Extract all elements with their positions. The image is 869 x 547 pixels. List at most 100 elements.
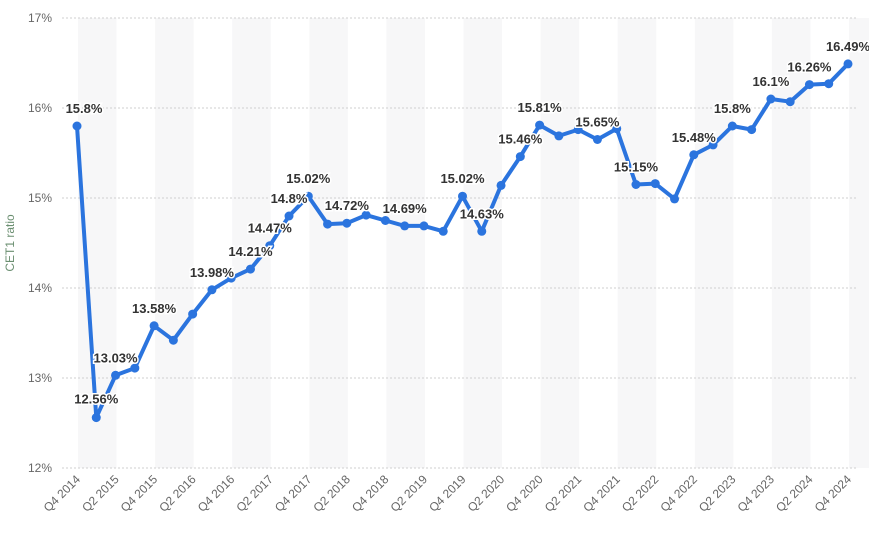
data-label: 15.02% bbox=[286, 171, 331, 186]
data-point bbox=[303, 191, 313, 201]
y-tick-label: 17% bbox=[28, 11, 52, 25]
y-tick-label: 14% bbox=[28, 281, 52, 295]
data-point bbox=[554, 131, 564, 141]
data-label: 14.8% bbox=[271, 191, 308, 206]
data-point bbox=[496, 180, 506, 190]
data-point bbox=[843, 59, 853, 69]
x-tick-label: Q2 2023 bbox=[696, 472, 739, 515]
data-point bbox=[188, 309, 198, 319]
x-tick-label: Q4 2021 bbox=[580, 472, 623, 515]
data-label: 14.47% bbox=[248, 221, 293, 236]
data-point bbox=[824, 79, 834, 89]
data-label: 14.69% bbox=[383, 201, 428, 216]
data-point bbox=[342, 218, 352, 228]
data-label: 15.8% bbox=[66, 101, 103, 116]
data-point bbox=[72, 121, 82, 131]
data-label: 16.49% bbox=[826, 39, 869, 54]
background-band bbox=[386, 18, 425, 468]
data-label: 15.48% bbox=[672, 130, 717, 145]
x-tick-label: Q2 2018 bbox=[311, 472, 354, 515]
data-point bbox=[785, 97, 795, 107]
data-point bbox=[380, 216, 390, 225]
background-band bbox=[771, 18, 811, 468]
data-label: 15.81% bbox=[518, 100, 563, 115]
data-label: 14.63% bbox=[460, 206, 505, 221]
data-label: 13.58% bbox=[132, 301, 177, 316]
data-point bbox=[207, 285, 217, 295]
background-band bbox=[617, 18, 657, 468]
data-label: 12.56% bbox=[74, 392, 119, 407]
data-point bbox=[323, 219, 333, 229]
x-tick-label: Q2 2021 bbox=[542, 472, 585, 515]
data-label: 13.98% bbox=[190, 265, 235, 280]
data-label: 15.15% bbox=[614, 160, 659, 175]
data-point bbox=[245, 264, 255, 274]
data-point bbox=[91, 413, 101, 423]
data-label: 13.03% bbox=[94, 350, 139, 365]
data-label: 14.72% bbox=[325, 198, 370, 213]
x-tick-label: Q2 2017 bbox=[233, 472, 276, 515]
data-point bbox=[284, 211, 294, 221]
x-tick-label: Q4 2014 bbox=[41, 472, 84, 515]
data-point bbox=[477, 226, 487, 236]
background-band bbox=[849, 18, 869, 468]
background-band bbox=[463, 18, 503, 468]
data-point bbox=[727, 121, 737, 131]
data-point bbox=[689, 150, 699, 160]
x-tick-label: Q4 2015 bbox=[118, 472, 161, 515]
data-point bbox=[515, 152, 525, 162]
x-tick-label: Q2 2020 bbox=[465, 472, 508, 515]
x-tick-label: Q4 2019 bbox=[426, 472, 469, 515]
y-tick-label: 15% bbox=[28, 191, 52, 205]
data-label: 16.26% bbox=[787, 60, 832, 75]
data-point bbox=[592, 135, 602, 144]
data-point bbox=[130, 363, 140, 373]
x-tick-label: Q4 2022 bbox=[657, 472, 700, 515]
data-label: 15.46% bbox=[498, 132, 543, 147]
y-tick-label: 16% bbox=[28, 101, 52, 115]
x-tick-label: Q4 2017 bbox=[272, 472, 315, 515]
data-point bbox=[265, 241, 275, 251]
background-band bbox=[155, 18, 194, 468]
background-band bbox=[540, 18, 580, 468]
data-point bbox=[438, 226, 448, 236]
background-band bbox=[232, 18, 271, 468]
data-point bbox=[766, 94, 776, 104]
data-label: 15.02% bbox=[440, 171, 485, 186]
x-tick-label: Q4 2020 bbox=[503, 472, 546, 515]
background-band bbox=[694, 18, 734, 468]
data-label: 15.65% bbox=[575, 115, 620, 130]
x-tick-label: Q4 2018 bbox=[349, 472, 392, 515]
data-point bbox=[226, 273, 236, 283]
x-tick-label: Q2 2016 bbox=[156, 472, 199, 515]
data-point bbox=[168, 335, 178, 345]
y-tick-label: 13% bbox=[28, 371, 52, 385]
data-label: 16.1% bbox=[752, 74, 789, 89]
x-tick-label: Q2 2024 bbox=[773, 472, 816, 515]
data-point bbox=[804, 80, 814, 90]
data-point bbox=[400, 221, 410, 231]
x-tick-label: Q2 2015 bbox=[79, 472, 122, 515]
data-point bbox=[419, 221, 429, 231]
data-point bbox=[361, 210, 371, 220]
data-label: 15.8% bbox=[714, 101, 751, 116]
data-point bbox=[747, 125, 757, 135]
data-point bbox=[650, 179, 660, 189]
data-label: 14.21% bbox=[228, 244, 273, 259]
data-point bbox=[111, 370, 121, 380]
x-tick-label: Q2 2022 bbox=[619, 472, 662, 515]
data-point bbox=[149, 321, 159, 331]
data-point bbox=[458, 191, 467, 201]
background-band bbox=[309, 18, 348, 468]
data-point bbox=[708, 140, 718, 150]
x-tick-label: Q4 2024 bbox=[812, 472, 855, 515]
data-point bbox=[631, 180, 641, 189]
x-tick-label: Q2 2019 bbox=[388, 472, 431, 515]
y-tick-label: 12% bbox=[28, 461, 52, 475]
data-point bbox=[670, 194, 680, 204]
data-point bbox=[612, 124, 622, 134]
x-tick-label: Q4 2016 bbox=[195, 472, 238, 515]
x-tick-label: Q4 2023 bbox=[735, 472, 778, 515]
